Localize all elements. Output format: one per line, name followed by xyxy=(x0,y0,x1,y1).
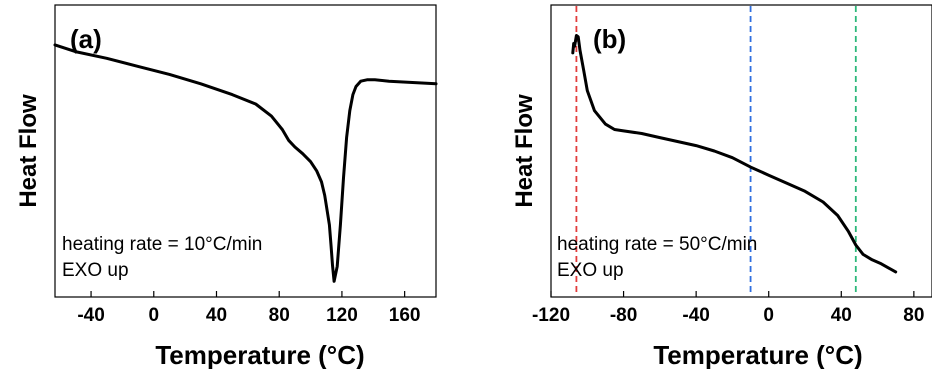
series-line-b xyxy=(571,34,898,274)
annotation-exo-a: EXO up xyxy=(62,260,129,281)
x-tick-group-a: -40 0 40 80 120 160 xyxy=(77,291,420,326)
x-tick-label-b: -120 xyxy=(532,305,570,326)
series-group-a xyxy=(53,43,438,283)
x-tick-label-b: 40 xyxy=(831,305,852,326)
reference-lines-b xyxy=(575,6,857,296)
x-axis-label-a: Temperature (°C) xyxy=(155,340,364,369)
x-tick-label-b: 80 xyxy=(903,305,924,326)
panel-label-b: (b) xyxy=(593,24,626,54)
annotation-rate-b: heating rate = 50°C/min xyxy=(557,234,757,255)
x-tick-label-a: 120 xyxy=(326,305,358,326)
annotation-exo-b: EXO up xyxy=(557,260,624,281)
y-axis-label-a: Heat Flow xyxy=(15,94,42,208)
annotation-rate-a: heating rate = 10°C/min xyxy=(62,234,262,255)
x-tick-label-a: 80 xyxy=(269,305,290,326)
x-axis-label-b: Temperature (°C) xyxy=(653,340,862,369)
x-tick-label-a: 0 xyxy=(148,305,159,326)
x-tick-label-a: -40 xyxy=(77,305,104,326)
y-axis-label-b: Heat Flow xyxy=(511,94,538,208)
plot-frame-a xyxy=(54,4,437,298)
panel-b: (b) -120 -80 -40 0 40 80 heating rate = 50°C/… xyxy=(511,4,932,369)
x-tick-label-a: 40 xyxy=(206,305,227,326)
x-tick-label-b: 0 xyxy=(763,305,774,326)
panel-label-a: (a) xyxy=(70,24,102,54)
x-tick-label-a: 160 xyxy=(389,305,421,326)
series-line-a xyxy=(53,43,438,283)
x-tick-group-b: -120 -80 -40 0 40 80 xyxy=(532,291,924,326)
series-group-b xyxy=(571,34,898,274)
plot-frame-b xyxy=(550,4,932,298)
panel-a: (a) -40 0 40 80 120 160 heating rate = 10°C/m… xyxy=(15,4,438,369)
x-tick-label-b: -40 xyxy=(682,305,709,326)
x-tick-label-b: -80 xyxy=(610,305,637,326)
